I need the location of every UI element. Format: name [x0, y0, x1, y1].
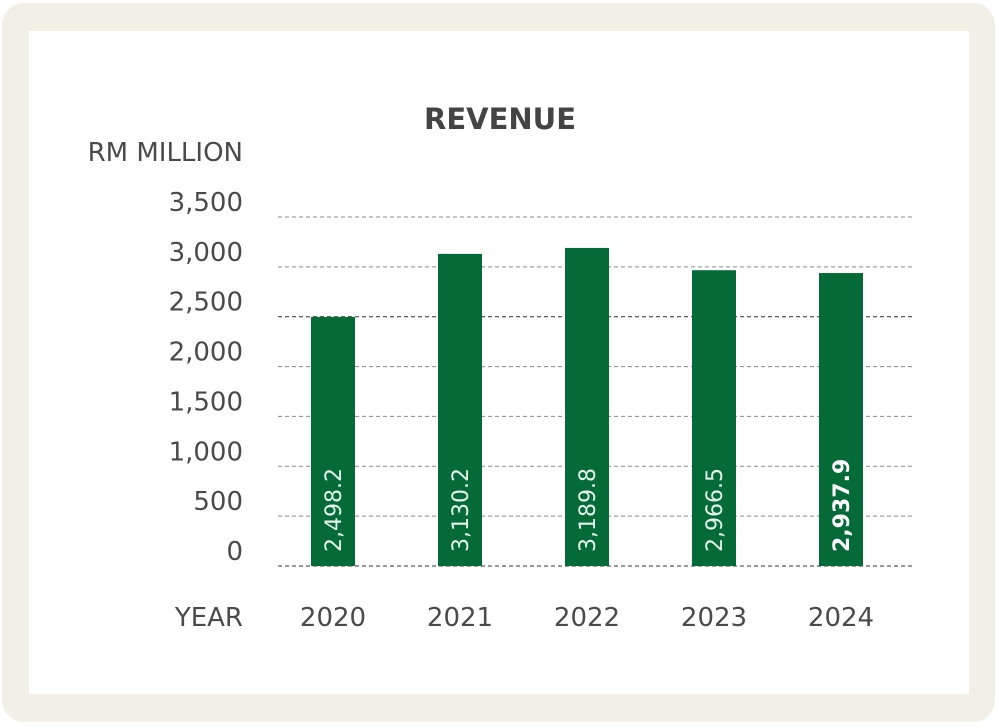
- bar-value-label: 3,130.2: [449, 468, 474, 552]
- bar-2021: [438, 253, 482, 567]
- chart-card: [29, 31, 969, 694]
- y-tick-label: 1,000: [169, 437, 243, 467]
- bar-value-label: 2,937.9: [830, 459, 855, 552]
- y-axis-unit-label: RM MILLION: [88, 138, 243, 168]
- y-axis-ticks: 0 500 1,000 1,500 2,000 2,500 3,000 3,500: [169, 188, 243, 567]
- y-tick-label: 3,000: [169, 238, 243, 268]
- bar-value-label: 2,966.5: [703, 468, 728, 552]
- x-tick-label: 2024: [808, 603, 874, 633]
- x-axis-label: YEAR: [174, 603, 243, 633]
- x-axis-ticks: 2020 2021 2022 2023 2024: [300, 603, 874, 633]
- bar-value-label: 3,189.8: [576, 468, 601, 552]
- x-tick-label: 2023: [681, 603, 747, 633]
- x-tick-label: 2020: [300, 603, 366, 633]
- bar-2020: [311, 316, 355, 566]
- x-tick-label: 2022: [554, 603, 620, 633]
- bar-2022: [565, 247, 609, 566]
- chart-title: REVENUE: [424, 102, 576, 136]
- bar-value-label: 2,498.2: [322, 468, 347, 552]
- y-tick-label: 500: [193, 487, 243, 517]
- bar-2023: [692, 270, 736, 566]
- y-tick-label: 1,500: [169, 387, 243, 417]
- bars: 2,498.2 3,130.2 3,189.8 2,966.5 2,937.9: [311, 247, 863, 567]
- y-tick-label: 3,500: [169, 188, 243, 218]
- y-tick-label: 0: [226, 537, 243, 567]
- bar-2024: [819, 273, 863, 566]
- x-tick-label: 2021: [427, 603, 493, 633]
- y-tick-label: 2,000: [169, 338, 243, 368]
- y-tick-label: 2,500: [169, 288, 243, 318]
